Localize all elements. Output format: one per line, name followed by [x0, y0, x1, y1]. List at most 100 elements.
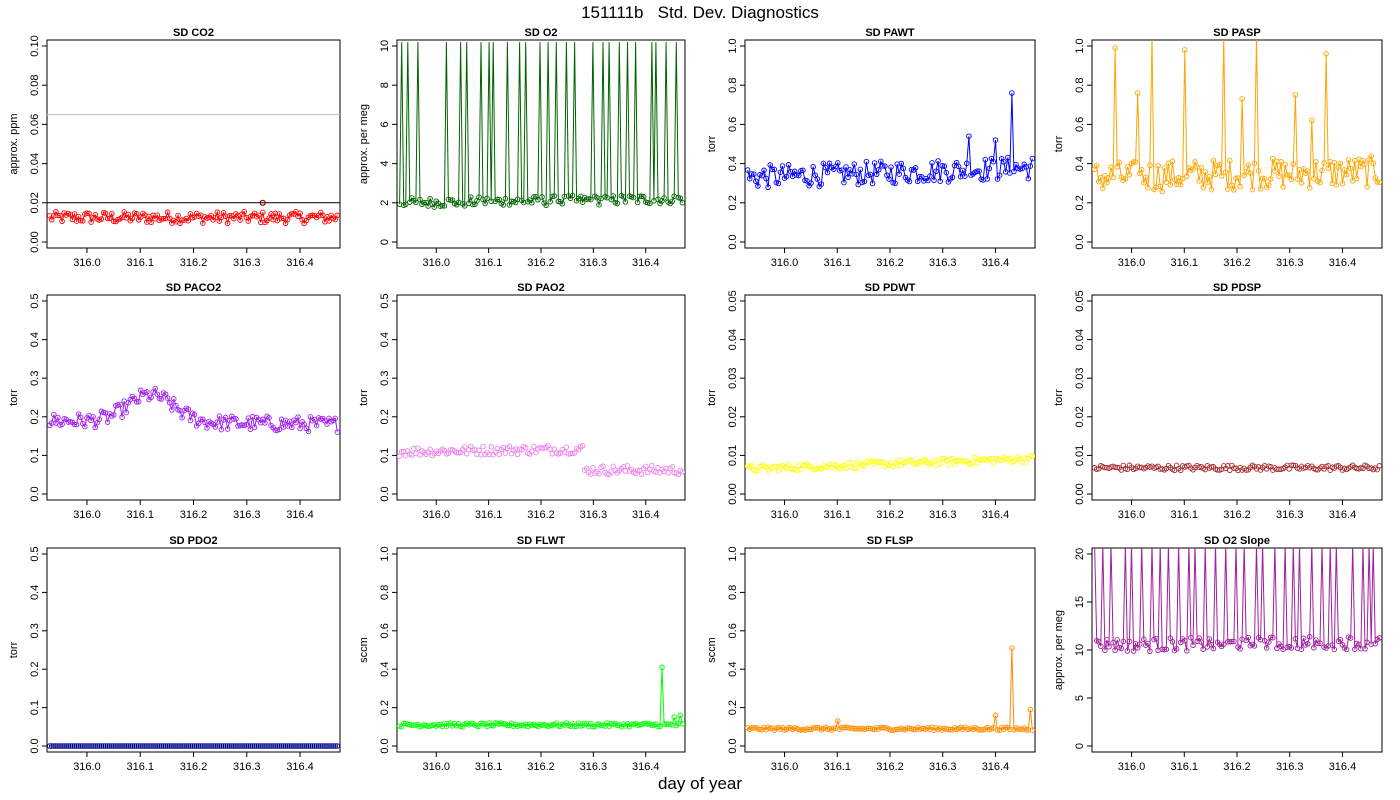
data-point — [1321, 160, 1327, 166]
data-point — [295, 414, 301, 420]
data-point — [266, 414, 272, 421]
data-point — [943, 169, 950, 176]
y-tick-label: 0.4 — [727, 662, 739, 677]
data-point — [1159, 646, 1165, 653]
data-point — [231, 416, 237, 422]
data-point — [140, 743, 146, 749]
data-point — [189, 743, 196, 749]
x-tick-label: 316.2 — [1223, 257, 1251, 269]
data-point — [974, 168, 980, 174]
data-point — [318, 743, 324, 749]
data-point — [237, 217, 243, 223]
data-point — [992, 712, 999, 719]
data-point — [1184, 173, 1190, 179]
data-point — [841, 179, 847, 186]
data-point — [892, 180, 898, 187]
data-point — [289, 743, 295, 749]
data-point — [1282, 161, 1288, 168]
data-point — [543, 202, 549, 209]
data-point — [169, 407, 175, 413]
panel-sd-pasp: SD PASP 0.0 0.2 0.4 0.6 0.8 1.0 torr 316.0 316.1 3… — [1053, 27, 1383, 269]
data-point — [787, 466, 794, 472]
data-point — [251, 424, 258, 431]
data-point — [1243, 467, 1249, 473]
data-point — [51, 213, 57, 219]
data-point — [214, 209, 221, 215]
data-point — [135, 743, 142, 749]
data-point — [1337, 160, 1344, 166]
data-point — [77, 414, 84, 421]
x-tick-label: 316.2 — [876, 257, 904, 269]
data-point — [284, 216, 291, 223]
data-point — [1198, 639, 1204, 645]
data-point — [65, 419, 72, 425]
x-tick-label: 316.4 — [982, 761, 1010, 773]
data-point — [1161, 165, 1168, 171]
y-tick-label: 0.05 — [1074, 290, 1086, 311]
data-point — [1007, 726, 1013, 733]
data-point — [1288, 645, 1295, 651]
data-point — [113, 743, 119, 749]
data-point — [92, 743, 98, 749]
data-point — [939, 455, 945, 462]
data-point — [863, 725, 870, 732]
data-point — [88, 219, 94, 225]
data-point — [297, 210, 303, 217]
data-point — [488, 722, 494, 729]
y-tick-label: 0 — [379, 239, 391, 245]
panel-title: SD PAO2 — [517, 282, 564, 294]
data-point — [117, 401, 123, 408]
y-tick-label: 0.04 — [29, 153, 41, 174]
data-point — [1198, 164, 1204, 171]
data-point — [309, 743, 316, 749]
data-point — [243, 421, 250, 428]
data-point — [86, 743, 92, 749]
data-point — [845, 174, 851, 181]
data-point — [663, 721, 669, 728]
data-point — [579, 443, 586, 449]
data-point — [119, 414, 125, 420]
data-point — [1306, 184, 1313, 191]
data-point — [55, 414, 61, 421]
panel-sd-o2-slope: SD O2 Slope 0 5 10 15 20 approx. per meg 316.0 3… — [1053, 535, 1383, 773]
data-point — [943, 726, 950, 732]
data-point — [630, 194, 637, 201]
data-point — [588, 196, 594, 203]
data-point — [1177, 182, 1184, 188]
data-point — [1000, 159, 1007, 165]
data-point — [659, 664, 665, 671]
data-point — [1261, 176, 1268, 182]
data-point — [927, 173, 933, 179]
x-tick-label: 316.0 — [73, 509, 101, 521]
data-point — [910, 726, 917, 733]
data-point — [53, 743, 59, 749]
data-point — [1376, 179, 1382, 185]
data-point — [276, 743, 283, 749]
y-tick-label: 0.05 — [727, 290, 739, 311]
data-point — [679, 469, 685, 475]
data-point — [996, 457, 1003, 463]
data-point — [1286, 172, 1292, 178]
data-point — [555, 198, 562, 205]
y-tick-label: 0.4 — [29, 585, 41, 600]
data-point — [1347, 635, 1354, 641]
data-point — [204, 425, 210, 431]
x-tick-label: 316.3 — [233, 509, 261, 521]
data-point — [158, 396, 165, 402]
x-tick-label: 316.2 — [180, 257, 208, 269]
data-point — [1208, 186, 1215, 193]
data-point — [816, 465, 823, 472]
data-point — [1362, 646, 1368, 652]
data-point — [411, 722, 417, 728]
y-tick-label: 1.0 — [727, 546, 739, 561]
data-point — [1300, 166, 1307, 172]
y-tick-label: 0.2 — [29, 409, 41, 424]
x-tick-label: 316.0 — [73, 761, 101, 773]
data-point — [669, 198, 675, 205]
data-point — [447, 197, 454, 203]
x-tick-label: 316.0 — [771, 509, 799, 521]
data-point — [1108, 164, 1114, 171]
data-point — [226, 213, 233, 219]
data-point — [1323, 51, 1329, 57]
data-point — [1167, 181, 1174, 188]
